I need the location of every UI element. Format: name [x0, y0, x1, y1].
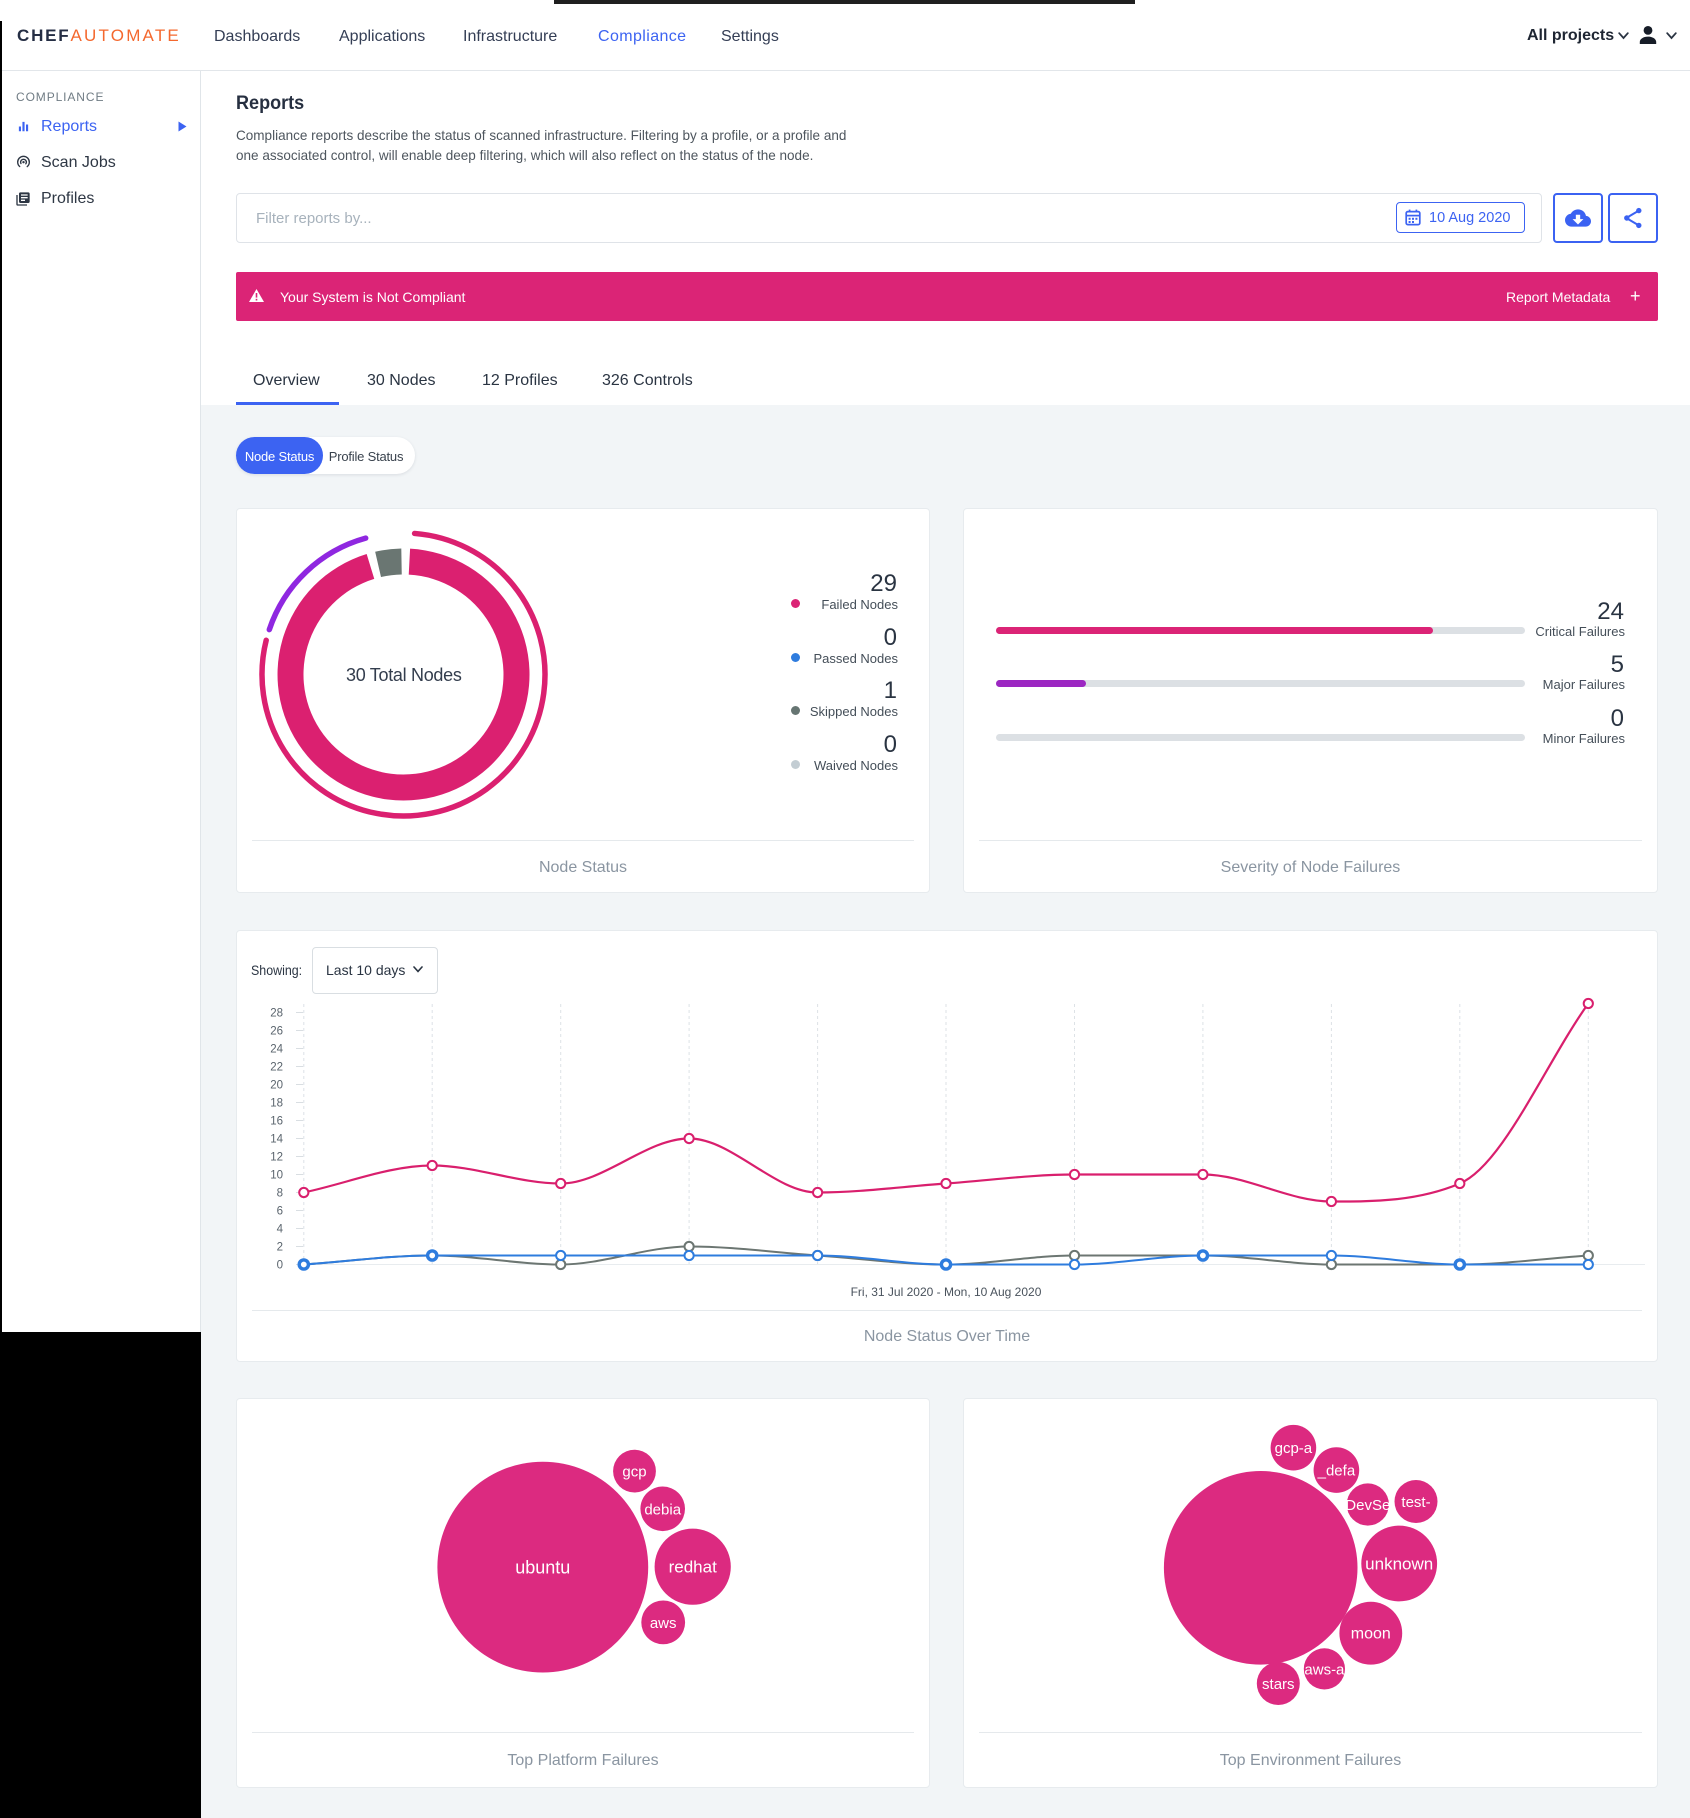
- svg-text:DevSe: DevSe: [1345, 1497, 1390, 1514]
- svg-text:stars: stars: [1262, 1676, 1295, 1693]
- svg-text:aws-a: aws-a: [1304, 1661, 1345, 1678]
- svg-text:6: 6: [277, 1206, 283, 1218]
- svg-text:26: 26: [270, 1026, 283, 1038]
- svg-text:10: 10: [270, 1170, 283, 1182]
- svg-text:18: 18: [270, 1098, 283, 1110]
- svg-text:test-: test-: [1401, 1494, 1430, 1511]
- svg-text:20: 20: [270, 1080, 283, 1092]
- svg-text:28: 28: [270, 1008, 283, 1020]
- svg-text:24: 24: [270, 1044, 283, 1056]
- svg-text:aws: aws: [650, 1615, 677, 1632]
- svg-text:16: 16: [270, 1116, 283, 1128]
- svg-text:8: 8: [277, 1188, 283, 1200]
- svg-text:0: 0: [277, 1260, 283, 1272]
- svg-text:moon: moon: [1351, 1626, 1391, 1643]
- svg-text:4: 4: [277, 1224, 284, 1236]
- svg-text:redhat: redhat: [669, 1558, 717, 1577]
- svg-text:unknown: unknown: [1365, 1555, 1433, 1574]
- svg-text:2: 2: [277, 1242, 283, 1254]
- svg-text:Fri, 31 Jul 2020 - Mon, 10 Aug: Fri, 31 Jul 2020 - Mon, 10 Aug 2020: [851, 1285, 1042, 1299]
- svg-text:debia: debia: [644, 1501, 681, 1518]
- svg-text:_defa: _defa: [1317, 1463, 1356, 1480]
- svg-text:gcp-a: gcp-a: [1275, 1440, 1313, 1457]
- svg-text:22: 22: [270, 1062, 283, 1074]
- svg-text:14: 14: [270, 1134, 283, 1146]
- svg-text:ubuntu: ubuntu: [515, 1558, 570, 1578]
- svg-text:12: 12: [270, 1152, 283, 1164]
- svg-text:gcp: gcp: [622, 1464, 646, 1481]
